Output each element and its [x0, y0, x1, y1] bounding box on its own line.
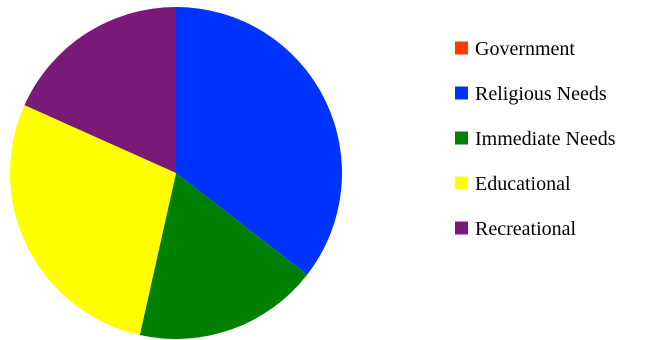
legend-label-immediate-needs: Immediate Needs [475, 128, 616, 150]
pie-slice-educational [9, 105, 177, 336]
pie-slice-immediate-needs [139, 173, 308, 339]
legend-label-educational: Educational [475, 173, 571, 195]
legend-swatch-religious-needs [455, 86, 468, 100]
pie-slice-recreational [24, 6, 177, 173]
legend-swatch-recreational [455, 221, 468, 235]
legend-label-recreational: Recreational [475, 218, 576, 240]
pie-slices-group [9, 6, 342, 339]
legend: Government Religious Needs Immediate Needs… [455, 38, 616, 240]
legend-label-government: Government [475, 38, 575, 60]
legend-swatch-immediate-needs [455, 131, 468, 145]
legend-swatch-educational [455, 176, 468, 190]
legend-label-religious-needs: Religious Needs [475, 83, 607, 105]
legend-swatch-government [455, 41, 468, 55]
pie-slice-religious-needs [176, 7, 342, 275]
